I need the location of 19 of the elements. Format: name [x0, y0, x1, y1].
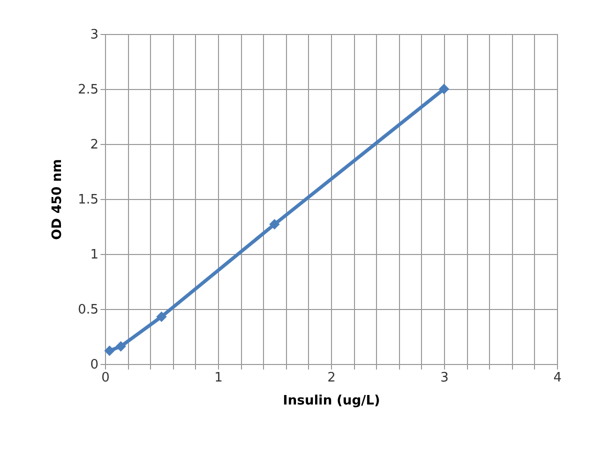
point [104, 346, 115, 356]
y-tick-label: 0 [90, 358, 98, 372]
y-tick-label: 2.5 [78, 82, 98, 98]
x-tick-label: 0 [101, 370, 110, 386]
y-tick-label: 1 [90, 248, 98, 262]
y-axis-title: OD 450 nm [50, 159, 65, 240]
x-axis-title: Insulin (ug/L) [282, 394, 380, 408]
x-tick-label: 1 [214, 370, 223, 386]
x-tick-label: 3 [440, 370, 449, 386]
y-tick-label: 3 [90, 28, 98, 42]
point [116, 341, 126, 352]
y-tick-label: 1.5 [78, 192, 98, 208]
x-tick-label: 2 [327, 370, 336, 386]
point [269, 219, 280, 230]
point [156, 311, 167, 322]
y-tick-label: 0.5 [78, 302, 98, 318]
y-tick-label: 2 [90, 138, 98, 152]
x-tick-label: 4 [553, 370, 562, 386]
point [438, 84, 450, 94]
